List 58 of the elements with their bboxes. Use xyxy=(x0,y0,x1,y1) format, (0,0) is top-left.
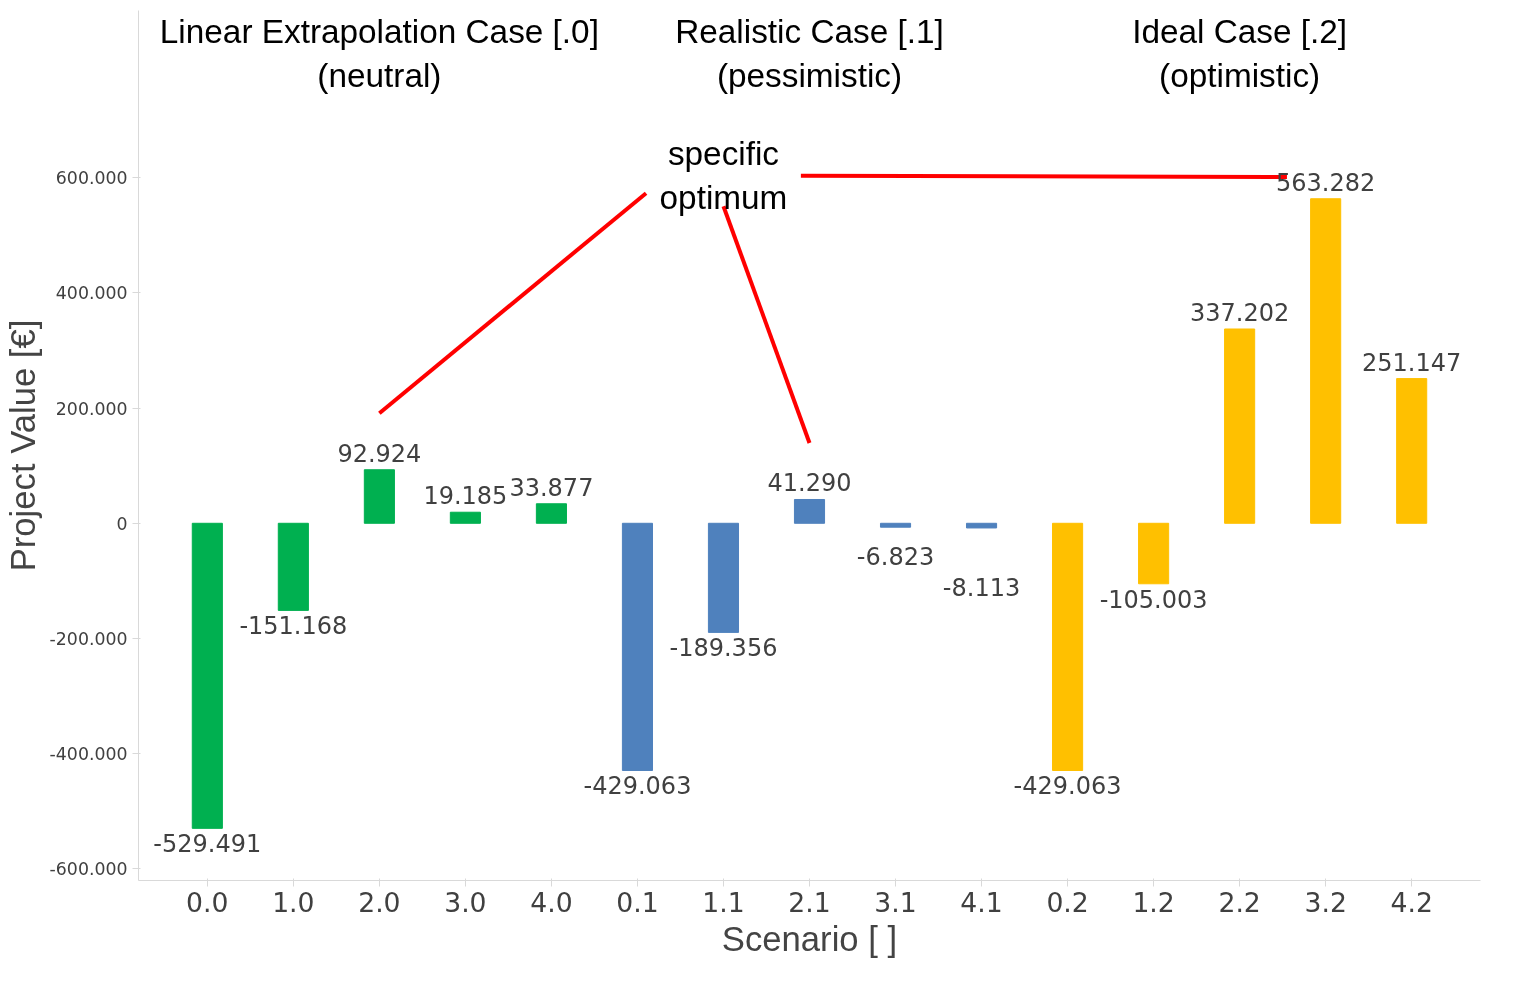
data-label: 41.290 xyxy=(767,469,852,498)
annotation: Linear Extrapolation Case [.0] (neutral) xyxy=(159,12,599,94)
x-tick-label: 1.0 xyxy=(272,886,315,918)
bar xyxy=(363,469,395,524)
x-tick-label: 1.2 xyxy=(1132,886,1175,918)
data-label: 19.185 xyxy=(423,482,508,511)
bar xyxy=(191,522,223,829)
x-axis-title: Scenario [ ] xyxy=(721,919,898,958)
x-tick-label: 4.2 xyxy=(1390,886,1433,918)
bar xyxy=(879,522,912,528)
bar xyxy=(535,503,567,524)
bar xyxy=(793,498,826,524)
x-tick-label: 2.2 xyxy=(1218,886,1261,918)
bar xyxy=(1224,328,1256,524)
y-tick-label: -600.000 xyxy=(49,859,128,880)
y-tick-label: -400.000 xyxy=(49,744,128,765)
bar xyxy=(1138,522,1170,585)
bar xyxy=(1052,522,1084,771)
annotation: Realistic Case [.1] (pessimistic) xyxy=(675,12,944,94)
bar xyxy=(707,522,740,633)
data-label: 251.147 xyxy=(1362,348,1462,377)
y-tick-label: 600.000 xyxy=(55,168,128,189)
data-label: -105.003 xyxy=(1099,585,1208,614)
annotation: specific optimum xyxy=(659,135,788,217)
x-tick-label: 3.0 xyxy=(444,886,487,918)
bar xyxy=(449,511,481,524)
data-label: -429.063 xyxy=(583,772,692,801)
data-label: 92.924 xyxy=(337,439,422,468)
data-label: -189.356 xyxy=(669,634,778,663)
data-label: -151.168 xyxy=(239,612,348,641)
x-tick-label: 3.1 xyxy=(874,886,917,918)
y-tick-label: 400.000 xyxy=(55,283,128,304)
bar xyxy=(621,522,653,771)
x-tick-label: 4.0 xyxy=(530,886,573,918)
bar xyxy=(966,522,998,529)
data-label: 337.202 xyxy=(1190,299,1290,327)
x-tick-label: 0.1 xyxy=(616,886,659,918)
bar xyxy=(1396,378,1428,524)
bar xyxy=(277,522,309,611)
data-label: -6.823 xyxy=(856,543,935,572)
y-tick-label: 200.000 xyxy=(55,398,128,419)
bar xyxy=(1310,198,1342,524)
x-tick-label: 2.1 xyxy=(788,886,831,918)
x-tick-label: 1.1 xyxy=(702,886,745,918)
x-tick-label: 2.0 xyxy=(358,886,401,918)
data-label: -429.063 xyxy=(1013,772,1122,801)
data-label: -529.491 xyxy=(153,830,262,859)
x-tick-label: 0.0 xyxy=(186,886,229,918)
x-tick-label: 3.2 xyxy=(1304,886,1347,918)
x-tick-label: 4.1 xyxy=(960,886,1003,918)
data-label: 563.282 xyxy=(1276,168,1376,197)
y-tick-label: -200.000 xyxy=(49,629,128,650)
data-label: -8.113 xyxy=(942,573,1021,602)
data-label: 33.877 xyxy=(509,473,594,502)
annotation: Ideal Case [.2] (optimistic) xyxy=(1132,12,1348,94)
y-axis-title: Project Value [€] xyxy=(3,319,42,572)
y-tick-label: 0 xyxy=(116,513,128,534)
x-tick-label: 0.2 xyxy=(1046,886,1089,918)
